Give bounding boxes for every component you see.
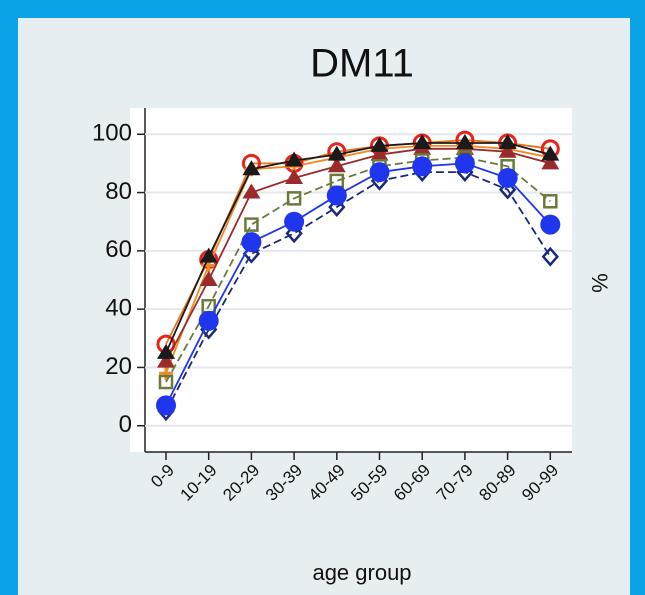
- marker: [199, 271, 218, 286]
- x-tick-label: 10-19: [177, 461, 221, 505]
- marker: [285, 151, 304, 167]
- marker: [370, 145, 389, 161]
- y-tick-label: 40: [105, 294, 132, 321]
- marker: [157, 352, 175, 368]
- x-tick-label: 80-89: [475, 461, 519, 505]
- chart-title: DM11: [310, 42, 414, 86]
- y-tick-label: 0: [119, 411, 132, 438]
- marker: [326, 185, 347, 206]
- marker: [498, 179, 517, 200]
- x-tick-label: 50-59: [347, 461, 391, 505]
- x-tick-label: 70-79: [433, 461, 477, 505]
- series-line: [165, 162, 551, 406]
- marker: [285, 168, 304, 184]
- marker: [541, 145, 560, 161]
- marker: [327, 145, 346, 161]
- y-tick-label: 80: [105, 178, 132, 205]
- marker: [241, 232, 262, 253]
- x-tick-label: 90-99: [518, 461, 562, 505]
- marker: [498, 133, 517, 149]
- marker: [455, 133, 474, 149]
- marker: [540, 214, 561, 235]
- x-tick-label: 0-9: [147, 461, 178, 492]
- marker: [199, 247, 218, 263]
- x-axis-label: age group: [312, 560, 411, 585]
- marker: [413, 133, 432, 149]
- marker: [157, 343, 175, 359]
- marker: [454, 153, 475, 174]
- y-tick-label: 20: [105, 353, 132, 380]
- series-line: [165, 171, 552, 412]
- marker: [369, 162, 390, 183]
- marker: [541, 246, 559, 267]
- marker: [543, 194, 558, 209]
- series-line: [165, 144, 551, 374]
- marker: [328, 197, 346, 218]
- marker: [159, 366, 173, 381]
- marker: [242, 183, 261, 199]
- marker: [242, 160, 261, 176]
- marker: [370, 136, 389, 152]
- marker: [284, 211, 305, 232]
- y2-axis-label: %: [587, 273, 612, 293]
- marker: [244, 217, 259, 232]
- marker: [412, 156, 433, 177]
- x-tick-label: 30-39: [262, 461, 306, 505]
- x-tick-label: 60-69: [390, 461, 434, 505]
- marker: [158, 374, 174, 390]
- marker: [498, 142, 517, 158]
- marker: [286, 191, 302, 206]
- y-tick-label: 60: [105, 236, 132, 263]
- marker: [198, 310, 219, 331]
- y-tick-label: 100: [92, 120, 132, 147]
- marker: [156, 395, 176, 416]
- marker: [497, 167, 518, 188]
- marker: [285, 223, 303, 244]
- marker: [327, 157, 346, 173]
- x-tick-label: 40-49: [305, 461, 349, 505]
- series-line: [165, 147, 551, 363]
- series-line: [165, 156, 551, 383]
- x-tick-label: 20-29: [219, 461, 263, 505]
- marker: [541, 154, 560, 170]
- series-line: [165, 142, 551, 354]
